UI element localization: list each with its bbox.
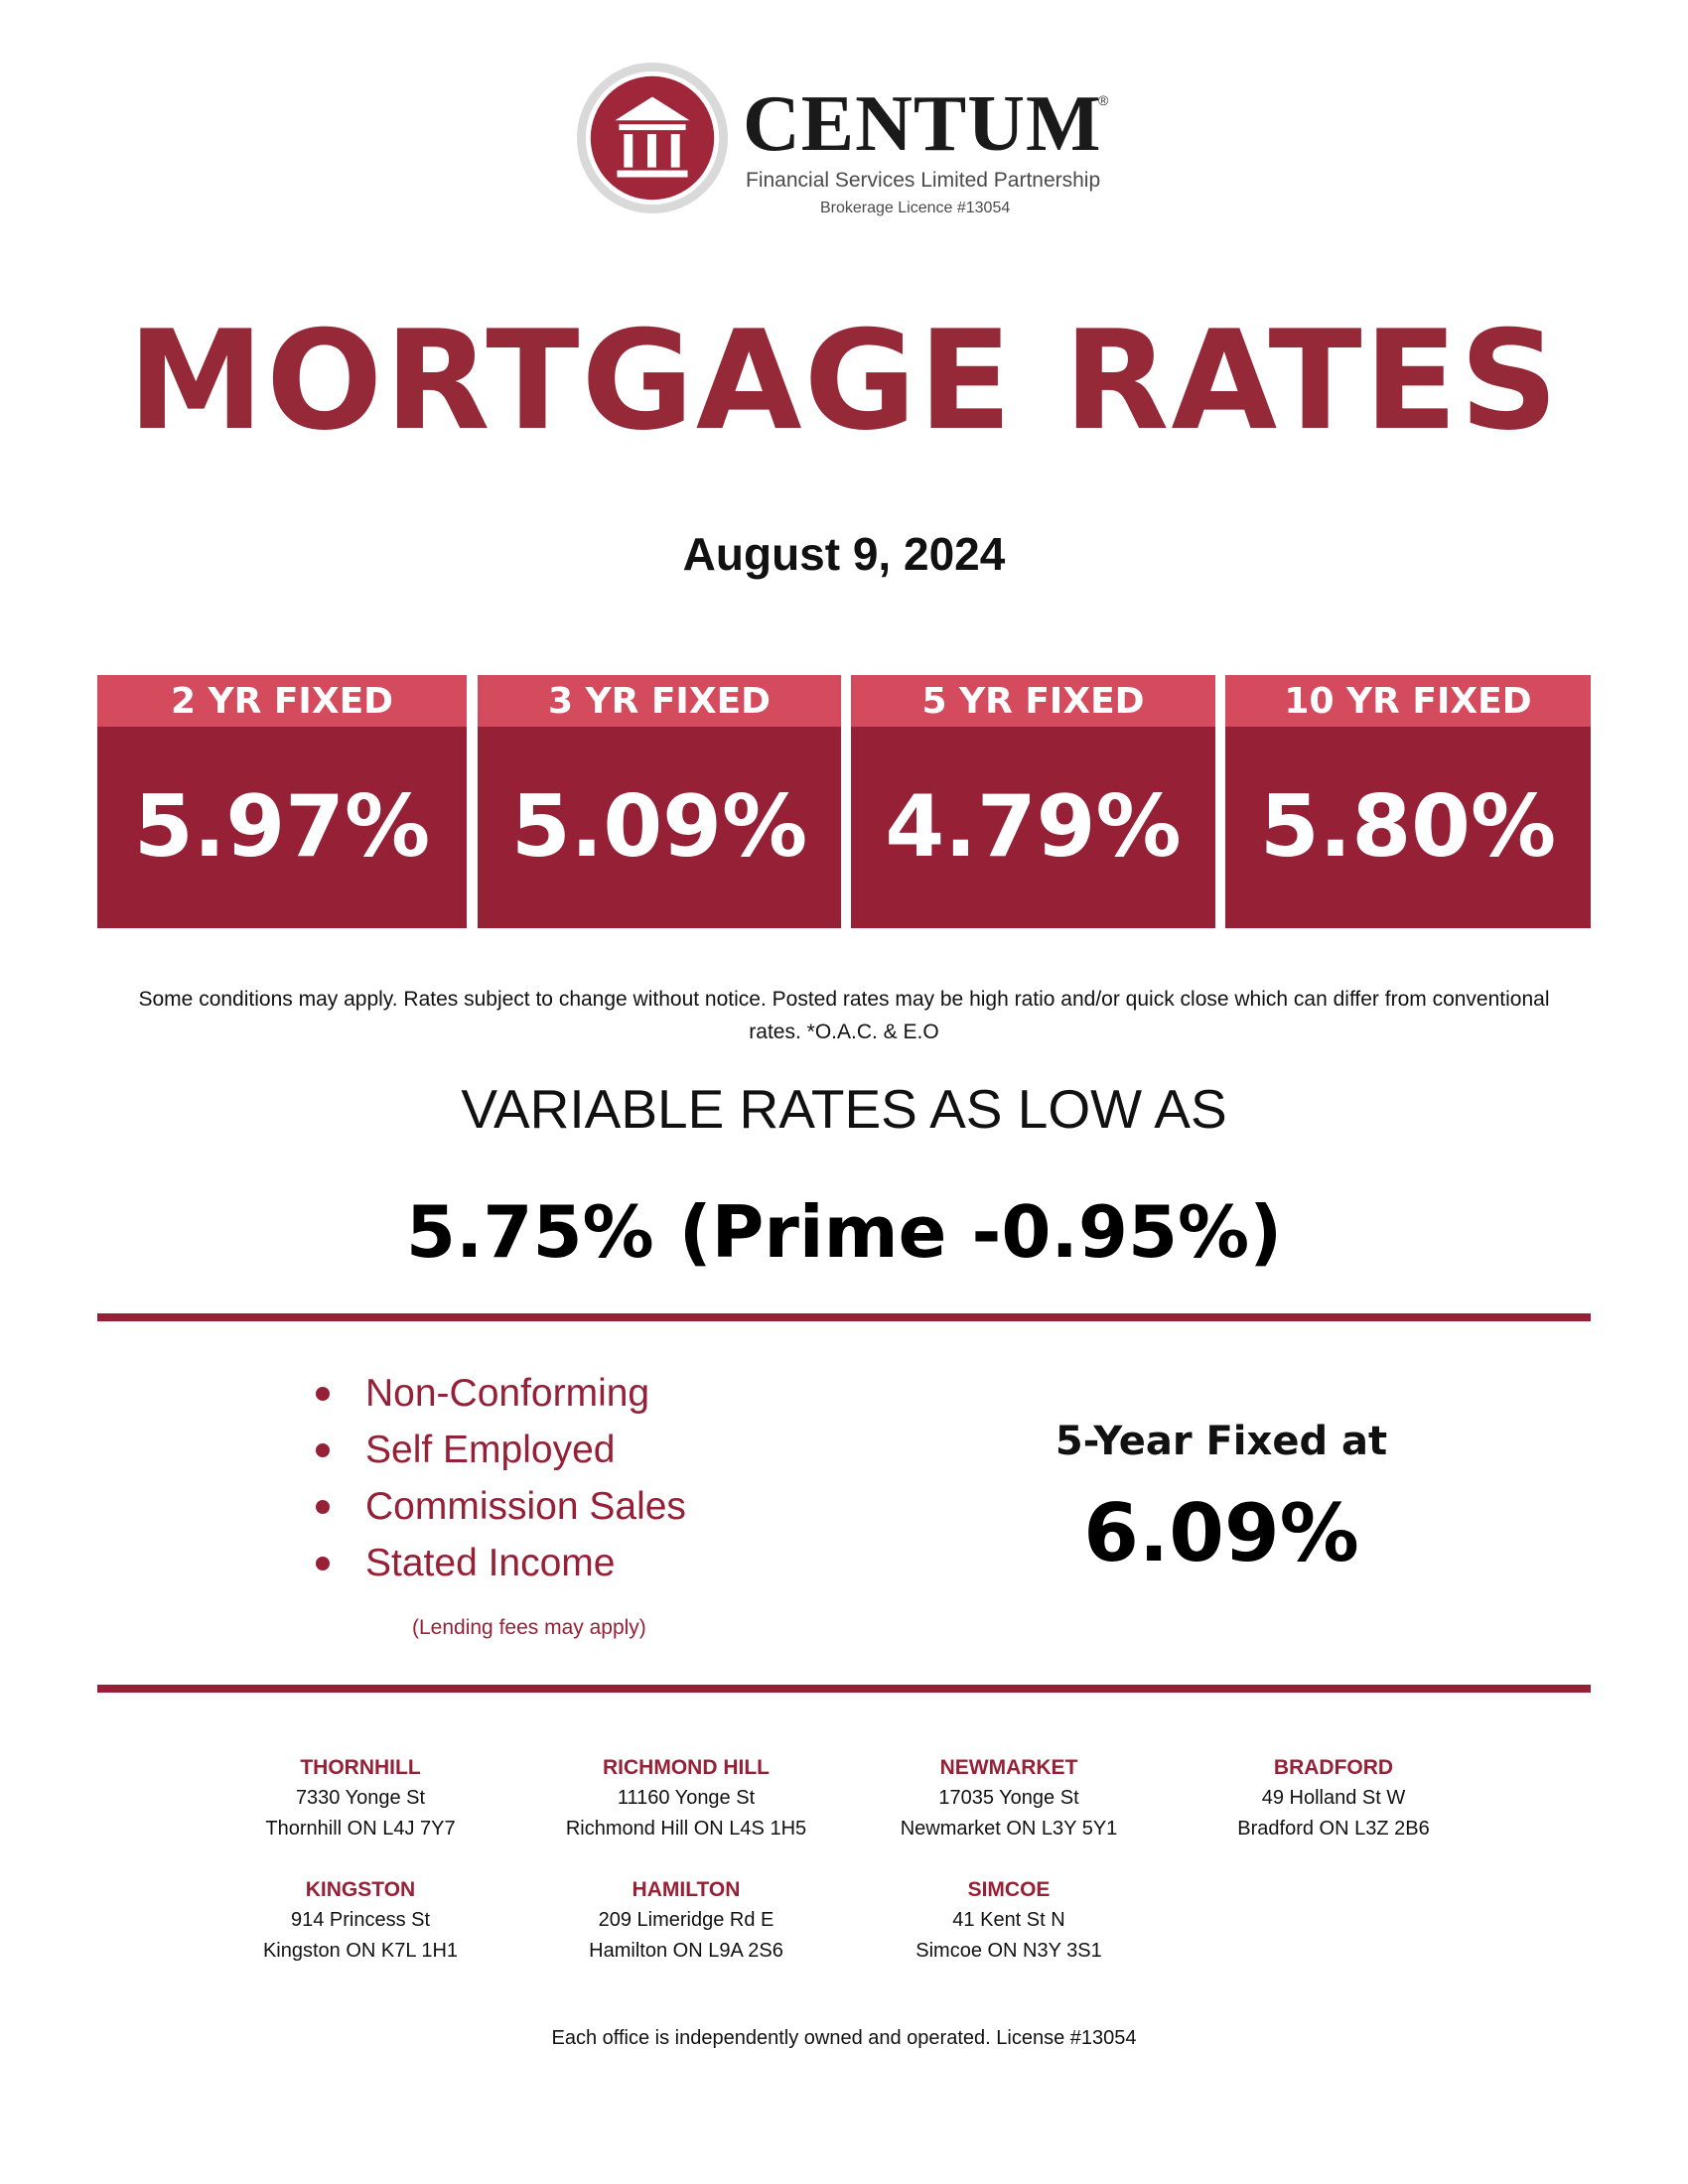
office-street: 11160 Yonge St <box>617 1787 756 1809</box>
office-name: THORNHILL <box>300 1756 421 1779</box>
office-street: 17035 Yonge St <box>938 1787 1079 1809</box>
special-programs-list: Non-Conforming Self Employed Commission … <box>308 1365 804 1591</box>
list-item: Self Employed <box>308 1422 804 1478</box>
office-street: 49 Holland St W <box>1261 1787 1406 1809</box>
page-title: MORTGAGE RATES <box>127 301 1561 461</box>
bullet-icon <box>316 1387 330 1401</box>
office-name: HAMILTON <box>632 1878 741 1901</box>
office-city: Kingston ON K7L 1H1 <box>262 1940 459 1962</box>
special-fixed-rate: 6.09% <box>1083 1487 1359 1579</box>
office-name: RICHMOND HILL <box>603 1756 770 1779</box>
office-richmond-hill: RICHMOND HILL 11160 Yonge St Richmond Hi… <box>522 1752 850 1844</box>
office-city: Newmarket ON L3Y 5Y1 <box>900 1818 1118 1840</box>
rate-box-2yr: 2 YR FIXED 5.97% <box>97 675 467 928</box>
office-city: Hamilton ON L9A 2S6 <box>589 1940 783 1962</box>
lending-fees-note: (Lending fees may apply) <box>412 1616 646 1639</box>
office-newmarket: NEWMARKET 17035 Yonge St Newmarket ON L3… <box>845 1752 1173 1844</box>
office-city: Simcoe ON N3Y 3S1 <box>915 1940 1102 1962</box>
office-city: Bradford ON L3Z 2B6 <box>1237 1818 1430 1840</box>
rate-value: 4.79% <box>885 777 1182 877</box>
brand-subtitle: Financial Services Limited Partnership <box>746 169 1101 192</box>
rate-term: 3 YR FIXED <box>478 675 841 727</box>
office-simcoe: SIMCOE 41 Kent St N Simcoe ON N3Y 3S1 <box>845 1874 1173 1967</box>
rate-box-5yr: 5 YR FIXED 4.79% <box>851 675 1215 928</box>
rate-term: 5 YR FIXED <box>851 675 1215 727</box>
office-name: SIMCOE <box>967 1878 1051 1901</box>
list-item: Non-Conforming <box>308 1365 804 1422</box>
office-street: 7330 Yonge St <box>295 1787 426 1809</box>
office-name: KINGSTON <box>305 1878 416 1901</box>
rates-disclaimer: Some conditions may apply. Rates subject… <box>138 988 1550 1043</box>
variable-rates-heading: VARIABLE RATES AS LOW AS <box>461 1078 1227 1140</box>
brokerage-license: Brokerage Licence #13054 <box>820 200 1011 216</box>
office-street: 41 Kent St N <box>952 1909 1065 1931</box>
office-city: Richmond Hill ON L4S 1H5 <box>565 1818 807 1840</box>
list-item-label: Non-Conforming <box>365 1372 650 1415</box>
brand-logo: CENTUM ® Financial Services Limited Part… <box>574 55 1130 223</box>
bullet-icon <box>316 1443 330 1457</box>
variable-rate-value: 5.75% (Prime -0.95%) <box>405 1190 1283 1274</box>
office-name: BRADFORD <box>1273 1756 1394 1779</box>
registered-mark: ® <box>1098 92 1109 108</box>
rates-date: August 9, 2024 <box>682 528 1006 580</box>
rate-term: 2 YR FIXED <box>97 675 467 727</box>
list-item-label: Self Employed <box>365 1429 616 1471</box>
rate-box-10yr: 10 YR FIXED 5.80% <box>1225 675 1591 928</box>
building-columns-icon <box>576 62 729 214</box>
list-item: Stated Income <box>308 1535 804 1591</box>
office-city: Thornhill ON L4J 7Y7 <box>265 1818 456 1840</box>
list-item-label: Commission Sales <box>365 1485 686 1528</box>
rate-value: 5.80% <box>1259 777 1557 877</box>
rate-value: 5.97% <box>133 777 431 877</box>
office-street: 209 Limeridge Rd E <box>598 1909 774 1931</box>
office-hamilton: HAMILTON 209 Limeridge Rd E Hamilton ON … <box>522 1874 850 1967</box>
rate-term: 10 YR FIXED <box>1225 675 1591 727</box>
list-item: Commission Sales <box>308 1478 804 1535</box>
office-thornhill: THORNHILL 7330 Yonge St Thornhill ON L4J… <box>197 1752 524 1844</box>
rate-box-3yr: 3 YR FIXED 5.09% <box>478 675 841 928</box>
office-name: NEWMARKET <box>939 1756 1078 1779</box>
special-fixed-label: 5-Year Fixed at <box>1055 1419 1388 1464</box>
office-kingston: KINGSTON 914 Princess St Kingston ON K7L… <box>197 1874 524 1967</box>
bullet-icon <box>316 1500 330 1514</box>
divider-bottom <box>97 1685 1591 1693</box>
office-bradford: BRADFORD 49 Holland St W Bradford ON L3Z… <box>1170 1752 1497 1844</box>
bullet-icon <box>316 1557 330 1570</box>
rate-value: 5.09% <box>510 777 808 877</box>
office-street: 914 Princess St <box>290 1909 431 1931</box>
brand-name: CENTUM <box>743 80 1102 168</box>
footer-license-note: Each office is independently owned and o… <box>551 2027 1137 2049</box>
divider-top <box>97 1313 1591 1321</box>
list-item-label: Stated Income <box>365 1542 616 1584</box>
